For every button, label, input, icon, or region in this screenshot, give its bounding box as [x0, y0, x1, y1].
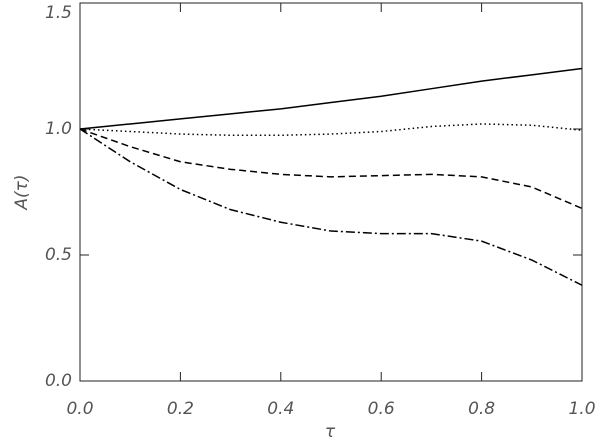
series-line — [79, 67, 583, 130]
y-tick-label: 0.0 — [45, 371, 72, 391]
y-tick-label: 1.5 — [45, 3, 72, 23]
series-line — [79, 123, 583, 137]
y-axis-label: A(τ) — [12, 174, 32, 210]
x-tick-label: 0.6 — [368, 399, 395, 419]
x-axis-label: τ — [325, 422, 336, 442]
y-tick-label: 0.5 — [45, 245, 72, 265]
x-tick-label: 0.2 — [167, 399, 194, 419]
series-line — [79, 128, 583, 286]
x-tick-label: 1.0 — [568, 399, 595, 419]
x-tick-label: 0.8 — [468, 399, 495, 419]
y-tick-label: 1.0 — [45, 119, 72, 139]
series-line — [79, 128, 583, 210]
x-tick-label: 0.0 — [66, 399, 93, 419]
x-tick-label: 0.4 — [267, 399, 294, 419]
plot-frame — [79, 2, 583, 382]
